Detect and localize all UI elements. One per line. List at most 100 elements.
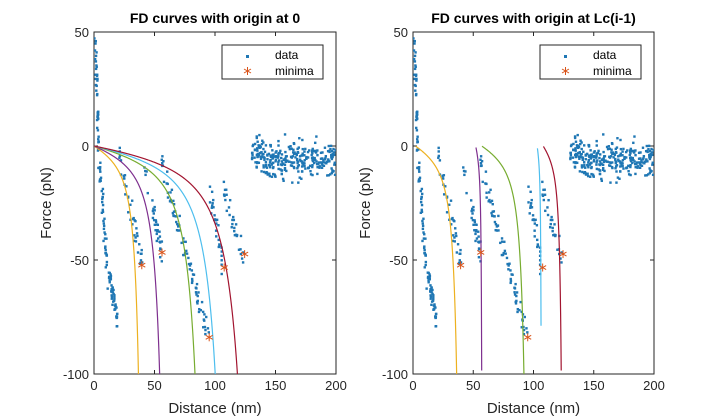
data-point — [138, 243, 141, 246]
data-point — [622, 167, 625, 170]
data-point — [576, 145, 579, 149]
data-point — [415, 129, 419, 132]
data-point — [251, 144, 254, 148]
data-point — [280, 156, 283, 160]
data-point — [110, 297, 113, 300]
data-point — [493, 215, 496, 218]
data-point — [573, 165, 577, 168]
data-point — [140, 252, 143, 255]
data-point — [125, 185, 128, 188]
data-point — [235, 233, 239, 237]
data-point — [491, 210, 494, 213]
data-point — [94, 77, 97, 81]
data-point — [210, 190, 214, 194]
data-point — [160, 240, 164, 243]
data-point — [413, 73, 416, 76]
data-point — [269, 154, 272, 157]
data-point — [619, 170, 622, 173]
data-point — [250, 156, 254, 159]
data-point — [651, 153, 654, 157]
data-point — [321, 163, 324, 167]
data-point — [260, 170, 263, 173]
data-point — [584, 153, 587, 156]
data-point — [421, 239, 424, 243]
data-point — [474, 239, 477, 243]
data-point — [569, 153, 573, 157]
data-point — [123, 174, 127, 177]
data-point — [299, 159, 302, 163]
data-point — [493, 220, 497, 224]
data-point — [206, 327, 210, 330]
data-point — [257, 144, 260, 147]
data-point — [269, 159, 272, 162]
data-point — [314, 158, 317, 162]
data-point — [319, 151, 323, 155]
data-point — [274, 158, 278, 162]
data-point — [635, 161, 639, 164]
data-point — [155, 223, 158, 226]
data-point — [94, 37, 96, 40]
data-point — [228, 198, 232, 202]
data-point — [577, 145, 581, 149]
data-point — [169, 191, 172, 194]
data-point — [284, 157, 287, 160]
data-point — [633, 160, 636, 163]
data-point — [651, 161, 654, 164]
data-point — [495, 229, 499, 232]
data-point — [597, 149, 600, 153]
data-point — [96, 115, 99, 118]
data-point — [624, 150, 628, 154]
data-point — [171, 211, 175, 215]
data-point — [629, 159, 633, 163]
data-point — [240, 257, 244, 260]
data-point — [301, 152, 304, 155]
data-point — [649, 170, 652, 173]
data-point — [162, 159, 165, 163]
data-point — [418, 179, 421, 183]
data-point — [233, 229, 236, 233]
data-point — [301, 147, 304, 151]
data-point — [639, 157, 642, 160]
data-point — [194, 286, 198, 289]
data-point — [425, 287, 428, 290]
data-point — [330, 154, 333, 157]
data-point — [132, 239, 136, 243]
data-point — [306, 150, 310, 154]
data-point — [296, 165, 300, 168]
data-point — [628, 153, 631, 157]
data-point — [131, 217, 135, 221]
data-point — [118, 156, 121, 159]
data-point — [611, 152, 614, 156]
data-point — [330, 157, 334, 161]
data-point — [255, 136, 259, 140]
data-point — [305, 155, 308, 159]
data-point — [162, 180, 166, 184]
data-point — [197, 310, 201, 314]
y-tick-label: 50 — [394, 25, 408, 40]
data-point — [230, 226, 233, 229]
data-point — [544, 209, 547, 213]
data-point — [194, 291, 198, 294]
data-point — [269, 145, 272, 148]
data-point — [108, 281, 111, 284]
data-point — [427, 279, 430, 282]
data-point — [220, 272, 223, 276]
data-point — [596, 151, 599, 155]
data-point — [118, 154, 122, 158]
data-point — [104, 245, 107, 248]
data-point — [619, 147, 623, 151]
data-point — [278, 151, 281, 155]
data-point — [185, 249, 188, 253]
data-point — [298, 137, 301, 140]
legend-box — [539, 44, 642, 80]
minima-marker — [240, 250, 249, 259]
data-point — [94, 73, 97, 76]
data-point — [113, 296, 116, 299]
data-point — [573, 135, 577, 138]
data-point — [262, 170, 266, 174]
data-point — [97, 113, 100, 116]
data-point — [602, 157, 605, 160]
data-point — [145, 170, 148, 173]
legend-minima-marker — [561, 67, 570, 75]
data-point — [305, 157, 308, 160]
